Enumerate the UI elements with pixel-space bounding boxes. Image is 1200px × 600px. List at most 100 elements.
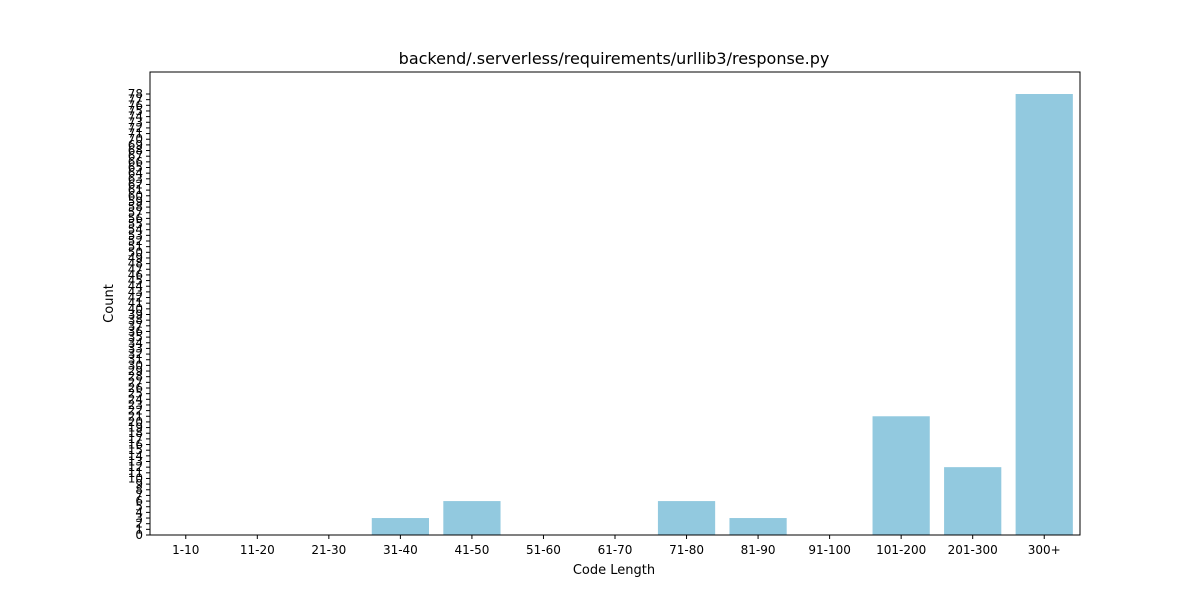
y-tick-label: 40 <box>128 302 143 316</box>
y-tick-label: 66 <box>128 155 143 169</box>
bar-31-40 <box>371 518 429 535</box>
bar-201-300 <box>944 467 1002 535</box>
y-tick-label: 23 <box>128 398 143 412</box>
chart-title: backend/.serverless/requirements/urllib3… <box>399 49 830 68</box>
y-tick-label: 39 <box>128 308 143 322</box>
y-tick-label: 34 <box>128 336 143 350</box>
y-tick-label: 54 <box>128 223 143 237</box>
x-tick-label: 41-50 <box>454 543 489 557</box>
y-tick-label: 17 <box>128 432 143 446</box>
y-tick-label: 11 <box>128 466 143 480</box>
y-tick-label: 22 <box>128 404 143 418</box>
y-tick-label: 28 <box>128 370 143 384</box>
y-tick-label: 47 <box>128 262 143 276</box>
y-tick-label: 19 <box>128 421 143 435</box>
y-tick-label: 0 <box>135 528 143 542</box>
y-tick-label: 68 <box>128 144 143 158</box>
y-tick-label: 8 <box>135 483 143 497</box>
y-tick-label: 9 <box>135 477 143 491</box>
y-tick-label: 2 <box>135 517 143 531</box>
y-tick-label: 67 <box>128 149 143 163</box>
y-tick-label: 78 <box>128 87 143 101</box>
x-tick-label: 21-30 <box>311 543 346 557</box>
y-tick-label: 31 <box>128 353 143 367</box>
y-tick-label: 65 <box>128 161 143 175</box>
y-axis-label: Count <box>102 284 117 323</box>
y-tick-label: 69 <box>128 138 143 152</box>
y-tick-label: 72 <box>128 121 143 135</box>
y-tick-label: 5 <box>135 500 143 514</box>
x-tick-label: 101-200 <box>876 543 926 557</box>
x-tick-label: 201-300 <box>948 543 998 557</box>
y-tick-label: 7 <box>135 488 143 502</box>
y-tick-label: 24 <box>128 392 143 406</box>
x-tick-label: 71-80 <box>669 543 704 557</box>
bars-group <box>371 94 1073 535</box>
x-tick-label: 81-90 <box>741 543 776 557</box>
y-tick-label: 49 <box>128 251 143 265</box>
y-tick-label: 73 <box>128 115 143 129</box>
y-tick-label: 50 <box>128 245 143 259</box>
y-tick-label: 64 <box>128 166 143 180</box>
x-tick-label: 11-20 <box>240 543 275 557</box>
bar-41-50 <box>443 501 501 535</box>
y-tick-label: 21 <box>128 409 143 423</box>
y-tick-label: 75 <box>128 104 143 118</box>
bar-300+ <box>1015 94 1073 535</box>
y-tick-label: 56 <box>128 211 143 225</box>
x-tick-label: 61-70 <box>598 543 633 557</box>
y-tick-label: 37 <box>128 319 143 333</box>
y-tick-label: 12 <box>128 460 143 474</box>
y-tick-label: 4 <box>135 505 143 519</box>
y-tick-label: 53 <box>128 228 143 242</box>
y-tick-label: 36 <box>128 324 143 338</box>
y-tick-label: 26 <box>128 381 143 395</box>
y-tick-label: 61 <box>128 183 143 197</box>
y-tick-label: 70 <box>128 132 143 146</box>
x-tick-label: 300+ <box>1028 543 1061 557</box>
x-axis-ticks: 1-10 11-20 21-30 31-40 41-50 51-60 61-70 71-80 8… <box>172 535 1061 557</box>
x-tick-label: 31-40 <box>383 543 418 557</box>
y-tick-label: 44 <box>128 279 143 293</box>
bar-81-90 <box>729 518 787 535</box>
y-tick-label: 48 <box>128 257 143 271</box>
bar-101-200 <box>872 416 930 535</box>
y-tick-label: 38 <box>128 313 143 327</box>
y-tick-label: 35 <box>128 330 143 344</box>
y-tick-label: 25 <box>128 387 143 401</box>
y-tick-label: 45 <box>128 274 143 288</box>
y-tick-label: 51 <box>128 240 143 254</box>
y-tick-label: 42 <box>128 291 143 305</box>
x-axis-label: Code Length <box>573 563 655 578</box>
y-tick-label: 13 <box>128 455 143 469</box>
y-tick-label: 32 <box>128 347 143 361</box>
y-tick-label: 3 <box>135 511 143 525</box>
x-tick-label: 51-60 <box>526 543 561 557</box>
y-tick-label: 14 <box>128 449 143 463</box>
y-tick-label: 41 <box>128 296 143 310</box>
y-tick-label: 20 <box>128 415 143 429</box>
y-tick-label: 15 <box>128 443 143 457</box>
y-tick-label: 57 <box>128 206 143 220</box>
x-tick-label: 1-10 <box>172 543 199 557</box>
y-tick-label: 43 <box>128 285 143 299</box>
y-tick-label: 52 <box>128 234 143 248</box>
y-tick-label: 71 <box>128 127 143 141</box>
y-tick-label: 46 <box>128 268 143 282</box>
y-tick-label: 1 <box>135 522 143 536</box>
y-tick-label: 30 <box>128 358 143 372</box>
y-axis-ticks: 0123456789101112131415161718192021222324… <box>128 87 150 542</box>
y-tick-label: 77 <box>128 93 143 107</box>
y-tick-label: 6 <box>135 494 143 508</box>
y-tick-label: 58 <box>128 200 143 214</box>
y-tick-label: 76 <box>128 98 143 112</box>
y-tick-label: 27 <box>128 375 143 389</box>
y-tick-label: 10 <box>128 471 143 485</box>
x-tick-label: 91-100 <box>808 543 851 557</box>
y-tick-label: 60 <box>128 189 143 203</box>
y-tick-label: 63 <box>128 172 143 186</box>
y-tick-label: 59 <box>128 194 143 208</box>
y-tick-label: 55 <box>128 217 143 231</box>
bar-71-80 <box>657 501 716 535</box>
